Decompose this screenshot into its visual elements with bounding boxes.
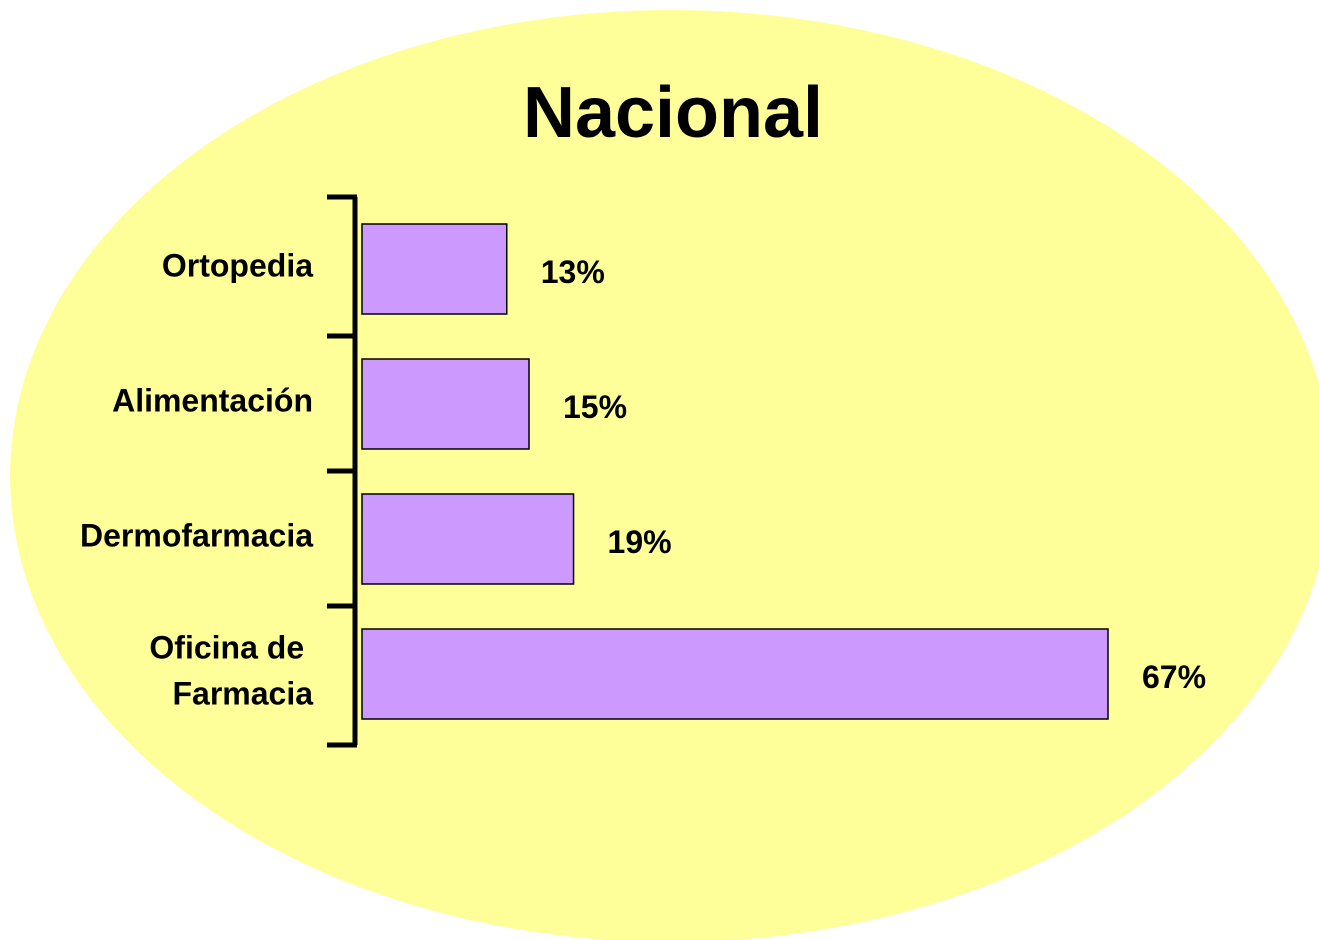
category-label: Ortopedia bbox=[162, 248, 313, 284]
value-label: 19% bbox=[608, 524, 672, 560]
bar bbox=[361, 358, 530, 450]
category-label: Alimentación bbox=[112, 383, 313, 419]
value-label: 15% bbox=[563, 389, 627, 425]
category-label: Oficina de Farmacia bbox=[149, 630, 313, 712]
bar bbox=[361, 628, 1109, 720]
value-label: 13% bbox=[541, 254, 605, 290]
bar bbox=[361, 223, 508, 315]
chart-title: Nacional bbox=[523, 73, 823, 153]
bar bbox=[361, 493, 575, 585]
category-label: Dermofarmacia bbox=[80, 518, 313, 554]
value-label: 67% bbox=[1142, 659, 1206, 695]
